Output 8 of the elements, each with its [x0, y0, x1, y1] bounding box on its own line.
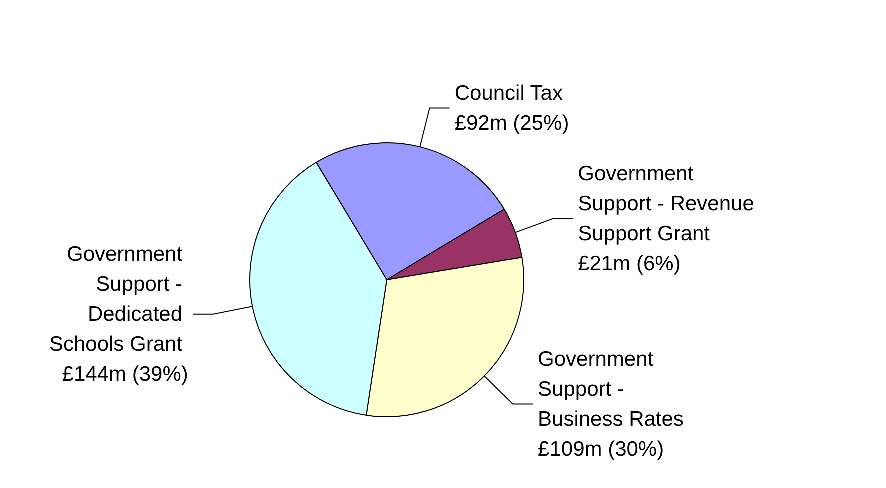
slice-label: Government Support - Business Rates	[538, 348, 690, 431]
data-label: £109m (30%)	[538, 438, 664, 461]
data-label: £144m (39%)	[62, 362, 188, 386]
slice-label: Government Support - Dedicated Schools Grant	[49, 242, 188, 356]
slice-label: Council Tax	[454, 82, 569, 105]
slice-label: Government Support - Revenue Support Grant	[578, 162, 760, 246]
data-label: £92m (25%)	[454, 112, 570, 135]
data-label: £21m (6%)	[578, 252, 681, 276]
